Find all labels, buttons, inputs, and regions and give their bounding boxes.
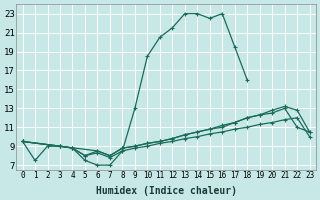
X-axis label: Humidex (Indice chaleur): Humidex (Indice chaleur)	[96, 186, 236, 196]
